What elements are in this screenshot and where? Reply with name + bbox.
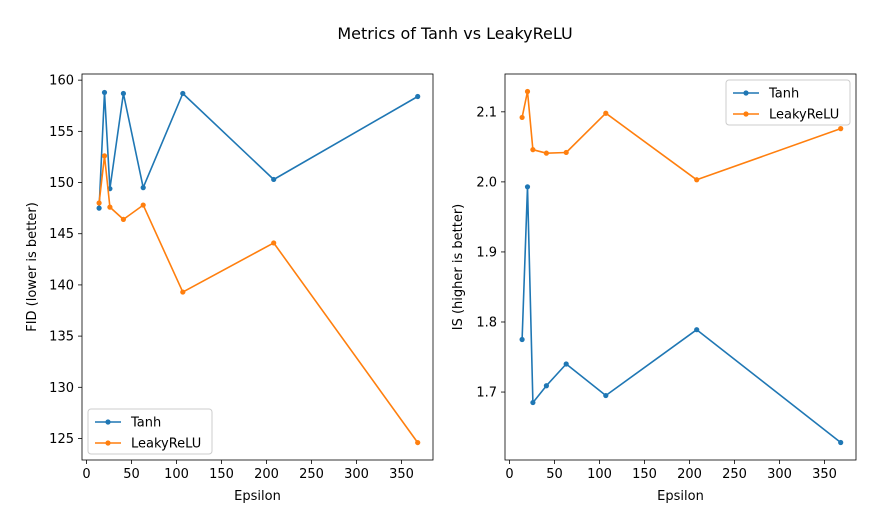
data-point [694,327,700,333]
legend-marker [105,440,111,446]
y-tick-label: 160 [49,74,74,89]
y-tick-label: 150 [49,176,74,191]
data-point [101,153,108,159]
x-tick-label: 100 [164,467,189,482]
data-point [838,439,844,446]
data-point [101,89,108,96]
is-chart: 0 50 100 150 200 250 300 350 1.7 1.8 1.9 2.0 2.1 Epsi… [451,73,857,504]
x-tick-label: 300 [767,467,792,482]
x-tick-label: 200 [254,467,279,482]
data-point [180,289,186,295]
legend-marker [743,111,749,117]
x-tick-label: 350 [389,467,414,482]
legend: Tanh LeakyReLU [87,408,213,455]
data-point [120,90,126,97]
x-tick-label: 150 [209,467,234,482]
legend: Tanh LeakyReLU [725,79,851,126]
data-point [415,439,421,446]
y-axis-label: IS (higher is better) [451,204,466,330]
legend-label: LeakyReLU [769,108,839,123]
series-tanh [96,89,421,211]
axes-frame [81,73,434,461]
y-tick-label: 140 [49,278,74,293]
x-tick-label: 50 [123,467,140,482]
data-point [180,90,186,97]
x-tick-label: 150 [632,467,657,482]
x-tick-label: 0 [505,467,513,482]
data-point [563,149,569,156]
y-tick-label: 2.1 [476,105,497,120]
data-point [271,240,277,246]
series-line [521,90,841,181]
data-point [519,114,525,121]
data-point [524,184,531,190]
x-tick-label: 0 [82,467,90,482]
data-point [96,205,102,211]
y-axis-label: FID (lower is better) [25,202,40,332]
x-tick-label: 200 [677,467,702,482]
y-tick-label: 145 [49,227,74,242]
x-tick-label: 350 [812,467,837,482]
data-point [140,202,146,208]
x-tick-label: 250 [299,467,324,482]
data-point [530,147,536,153]
x-tick-label: 50 [546,467,563,482]
y-tick-label: 125 [49,432,74,447]
legend-label: Tanh [130,416,161,431]
data-point [524,88,531,95]
data-point [271,176,277,183]
data-point [694,177,700,183]
data-point [530,399,536,406]
legend-marker [105,419,111,425]
series-leakyrelu [519,88,844,183]
x-tick-label: 300 [344,467,369,482]
data-point [603,392,609,399]
y-tick-label: 1.9 [476,245,497,260]
figure-title: Metrics of Tanh vs LeakyReLU [337,24,572,43]
y-tick-label: 2.0 [476,175,497,190]
y-tick-label: 1.8 [476,315,497,330]
series-line [521,186,842,444]
series-line [98,91,419,209]
x-tick-label: 100 [587,467,612,482]
data-point [140,185,146,191]
data-point [543,150,550,156]
y-tick-label: 135 [49,330,74,345]
data-point [838,126,844,132]
data-point [96,200,102,206]
x-axis-label: Epsilon [234,489,281,504]
x-tick-label: 250 [722,467,747,482]
y-tick-label: 1.7 [476,386,497,401]
fid-chart: 0 50 100 150 200 250 300 350 125 130 135 140 145 150 1… [25,73,434,504]
y-tick-label: 130 [49,381,74,396]
legend-label: Tanh [768,87,799,102]
x-axis-label: Epsilon [657,489,704,504]
data-point [603,110,609,116]
series-tanh [519,184,844,446]
data-point [563,361,569,367]
axes-frame [504,73,857,461]
data-point [107,204,113,210]
y-tick-label: 155 [49,125,74,140]
data-point [543,383,550,389]
data-point [415,93,421,100]
series-line [98,155,419,444]
data-point [519,336,525,343]
series-leakyrelu [96,153,421,446]
data-point [120,216,126,222]
legend-label: LeakyReLU [131,437,201,452]
legend-marker [743,90,749,96]
